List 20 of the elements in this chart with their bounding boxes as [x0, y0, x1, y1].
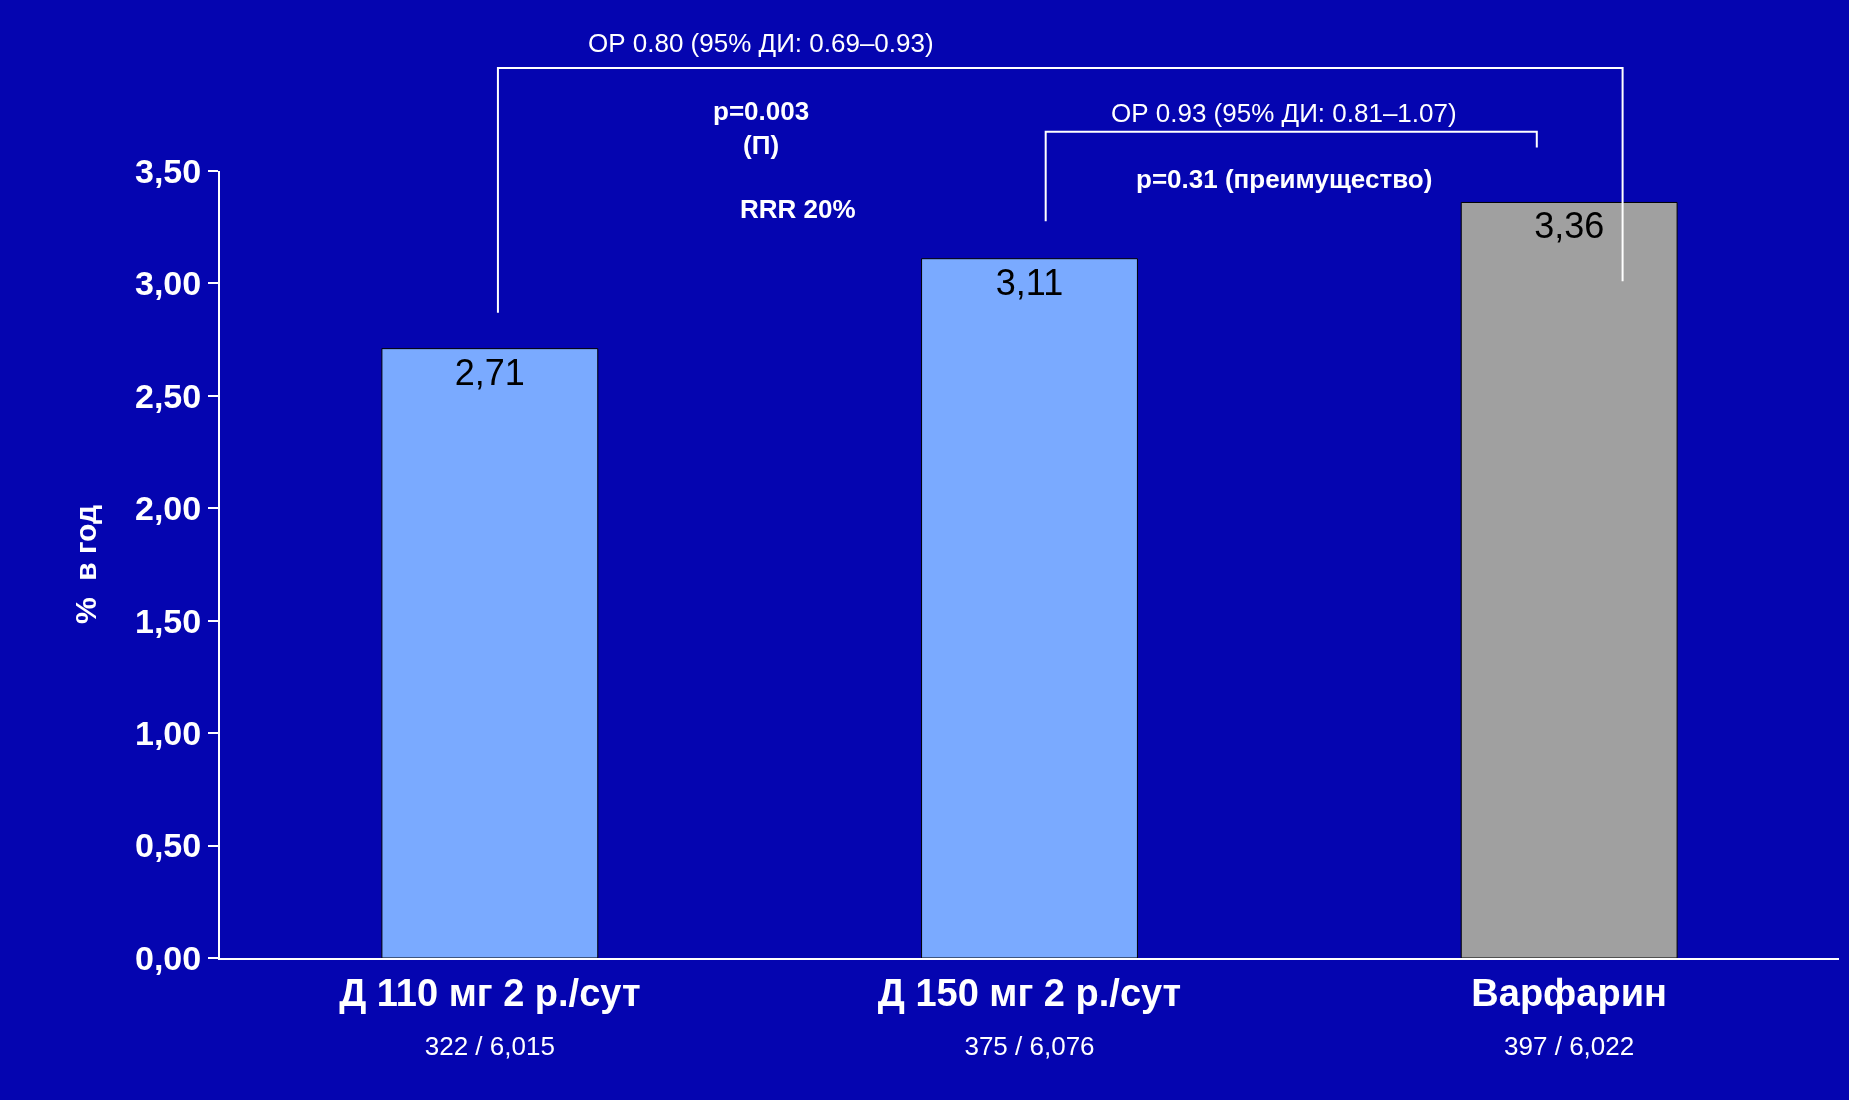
y-tick-label: 2,50: [135, 376, 202, 415]
data-label: 2,71: [454, 351, 525, 393]
data-label: 3,36: [1534, 205, 1605, 247]
y-tick-label: 3,50: [135, 151, 202, 190]
text: ОР 0.80 (95% ДИ: 0.69–0.93): [588, 28, 934, 58]
y-tick-label: 3,00: [135, 264, 202, 303]
y-tick-label: 1,00: [135, 714, 202, 753]
y-tick-label: 1,50: [135, 601, 202, 640]
text: ОР 0.93 (95% ДИ: 0.81–1.07): [1111, 98, 1457, 128]
text: p=0.003 (П): [713, 96, 810, 160]
x-tick-label: Д 150 мг 2 р./сут 375 / 6,076: [877, 971, 1182, 1061]
y-tick-label: 0,00: [135, 938, 202, 977]
annotation: p=0.31 (преимущество): [1136, 164, 1433, 194]
y-tick-label: 2,00: [135, 489, 202, 528]
x-tick-label: Варфарин 397 / 6,022: [1471, 971, 1668, 1061]
x-tick-label: Д 110 мг 2 р./сут 322 / 6,015: [339, 971, 641, 1061]
annotation: RRR 20%: [740, 194, 856, 224]
y-axis-title: % в год: [68, 504, 102, 625]
data-label: 3,11: [995, 261, 1064, 303]
y-tick-label: 0,50: [135, 826, 202, 865]
